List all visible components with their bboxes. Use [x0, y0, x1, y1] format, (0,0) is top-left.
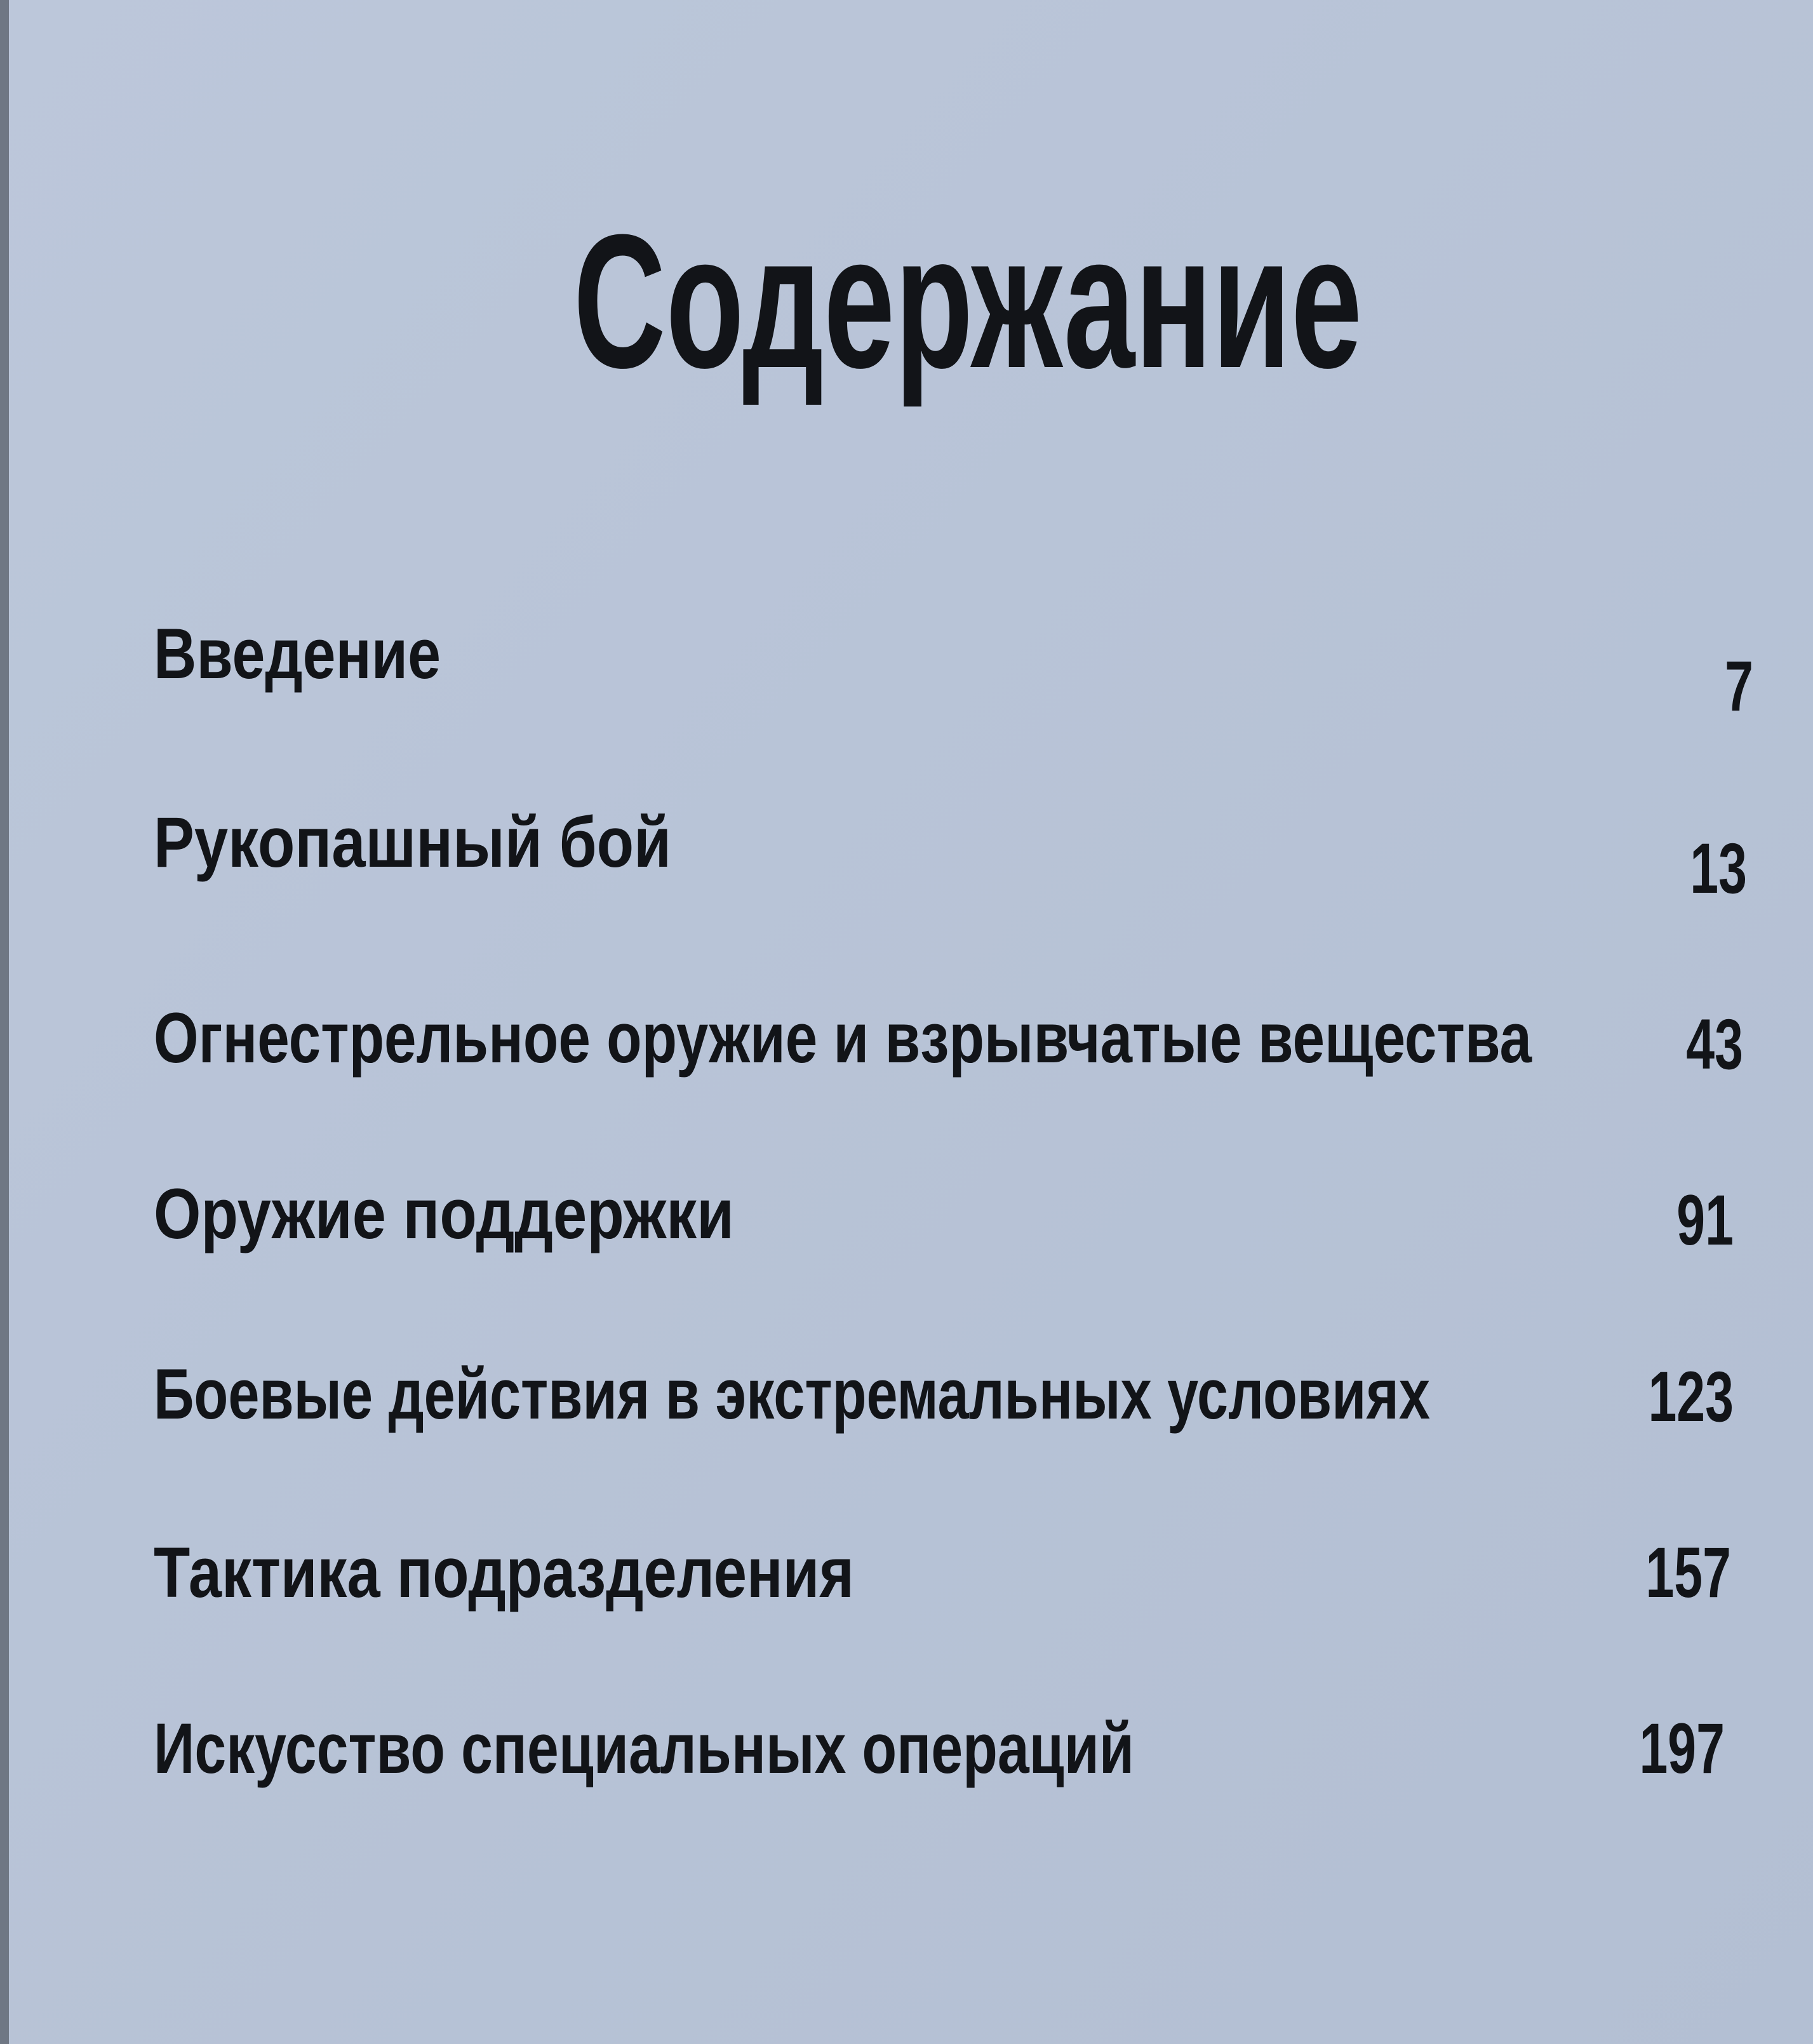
page-number: 197	[1639, 1709, 1725, 1788]
entry-label: Рукопашный бой	[154, 803, 671, 882]
entry-label: Боевые действия в экстремальных условиях	[154, 1354, 1430, 1434]
page-number: 157	[1645, 1533, 1731, 1612]
entry-label: Введение	[154, 614, 441, 693]
entry-label: Искусство специальных операций	[154, 1709, 1134, 1788]
entry-label: Огнестрельное оружие и взрывчатые вещест…	[154, 998, 1532, 1078]
page-number: 7	[1725, 646, 1753, 726]
entry-label: Тактика подразделения	[154, 1533, 854, 1612]
page-number: 13	[1690, 829, 1747, 908]
page-number: 43	[1686, 1005, 1743, 1084]
page-number: 91	[1676, 1180, 1734, 1260]
page-number: 123	[1648, 1357, 1734, 1436]
entry-label: Оружие поддержки	[154, 1174, 734, 1253]
title: Содержание	[573, 194, 1362, 409]
page-edge	[0, 0, 9, 2044]
